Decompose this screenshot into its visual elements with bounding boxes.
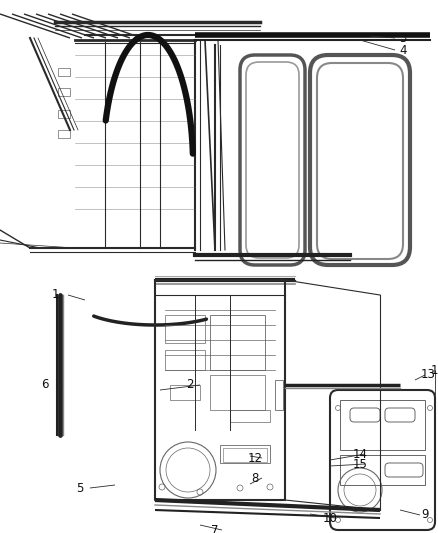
Bar xyxy=(58,110,70,118)
Text: 2: 2 xyxy=(186,378,194,392)
Bar xyxy=(58,68,70,76)
Text: 10: 10 xyxy=(322,512,337,524)
Bar xyxy=(223,448,267,462)
Text: 14: 14 xyxy=(353,448,367,461)
Text: 15: 15 xyxy=(353,457,367,471)
Bar xyxy=(210,375,265,410)
Text: 1: 1 xyxy=(51,288,59,302)
Text: 7: 7 xyxy=(211,523,219,533)
Bar xyxy=(210,315,265,370)
Bar xyxy=(220,445,270,463)
Text: 6: 6 xyxy=(41,378,49,392)
Text: 11: 11 xyxy=(431,364,438,376)
Text: 8: 8 xyxy=(251,472,259,484)
Text: 5: 5 xyxy=(76,481,84,495)
Bar xyxy=(340,400,425,450)
Text: 12: 12 xyxy=(247,451,262,464)
Bar xyxy=(165,350,205,370)
Text: 3: 3 xyxy=(399,31,407,44)
Text: 4: 4 xyxy=(399,44,407,56)
Bar xyxy=(170,385,200,400)
Text: 13: 13 xyxy=(420,368,435,382)
Bar xyxy=(340,455,425,485)
Bar xyxy=(58,130,70,138)
Bar xyxy=(275,380,283,410)
Bar xyxy=(165,315,205,343)
Bar xyxy=(58,88,70,96)
Text: 9: 9 xyxy=(421,508,429,521)
Bar xyxy=(230,410,270,422)
